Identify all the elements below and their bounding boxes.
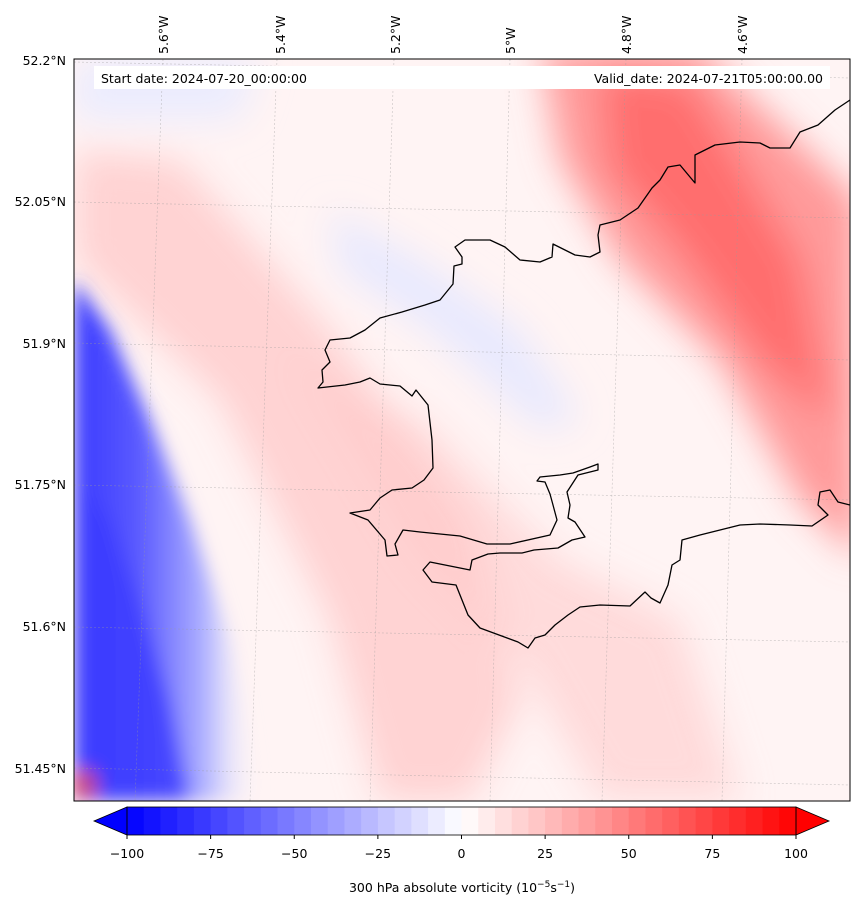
colorbar-cell (561, 807, 580, 835)
colorbar-extend-max (795, 806, 831, 836)
colorbar-tick-label: −100 (110, 846, 144, 861)
colorbar-cell (678, 807, 697, 835)
colorbar-cell (227, 807, 245, 835)
colorbar-tick-label: 50 (621, 846, 637, 861)
colorbar-tick-label: 75 (704, 846, 720, 861)
colorbar-cell (478, 807, 496, 835)
colorbar-cell (595, 807, 613, 835)
colorbar-cell (327, 807, 346, 835)
colorbar-tick-label: 100 (784, 846, 808, 861)
colorbar-tick-label: 25 (537, 846, 553, 861)
colorbar-cell (127, 807, 145, 835)
info-box: Start date: 2024-07-20_00:00:00 Valid_da… (94, 66, 830, 89)
colorbar-cell (628, 807, 647, 835)
lat-tick-label: 51.75°N (15, 477, 66, 492)
colorbar: −100 −75 −50 −25 0 25 50 75 100 300 hPa absolute… (92, 806, 831, 895)
colorbar-cell (712, 807, 730, 835)
lon-tick-label: 5.4°W (273, 16, 288, 55)
colorbar-cell (210, 807, 228, 835)
lat-tick-label: 51.9°N (23, 336, 66, 351)
colorbar-cell (729, 807, 747, 835)
colorbar-cell (762, 807, 780, 835)
lon-tick-label: 5.2°W (388, 16, 403, 55)
lon-tick-label: 5.6°W (156, 16, 171, 55)
lat-tick-labels: 52.2°N 52.05°N 51.9°N 51.75°N 51.6°N 51.… (15, 53, 66, 776)
colorbar-cell (260, 807, 279, 835)
lon-tick-label: 4.6°W (735, 16, 750, 55)
colorbar-cell (695, 807, 713, 835)
colorbar-cell (645, 807, 663, 835)
colorbar-cell (344, 807, 362, 835)
colorbar-tick-label: −50 (281, 846, 307, 861)
colorbar-cell (177, 807, 195, 835)
colorbar-cell (294, 807, 312, 835)
lat-tick-label: 52.2°N (23, 53, 66, 68)
colorbar-cell (528, 807, 546, 835)
colorbar-ticks: −100 −75 −50 −25 0 25 50 75 100 (110, 835, 808, 861)
colorbar-cell (160, 807, 178, 835)
colorbar-cell (428, 807, 446, 835)
lat-tick-label: 52.05°N (15, 194, 66, 209)
colorbar-cell (612, 807, 630, 835)
coastline (317, 99, 850, 649)
lon-tick-label: 5°W (503, 27, 518, 54)
lon-tick-labels: 5.6°W 5.4°W 5.2°W 5°W 4.8°W 4.6°W (156, 16, 750, 55)
colorbar-cell (310, 807, 329, 835)
colorbar-cell (394, 807, 412, 835)
colorbar-cell (193, 807, 212, 835)
colorbar-cell (444, 807, 463, 835)
colorbar-label: 300 hPa absolute vorticity (10−5s−1) (349, 880, 575, 895)
colorbar-cell (377, 807, 396, 835)
colorbar-tick-label: −25 (365, 846, 391, 861)
vorticity-field (74, 59, 850, 801)
lat-tick-label: 51.45°N (15, 761, 66, 776)
colorbar-cell (361, 807, 379, 835)
lon-tick-label: 4.8°W (619, 16, 634, 55)
colorbar-cells (127, 807, 797, 835)
colorbar-cell (277, 807, 295, 835)
colorbar-extend-min (92, 806, 128, 836)
colorbar-cell (244, 807, 262, 835)
colorbar-tick-label: 0 (458, 846, 466, 861)
colorbar-cell (494, 807, 513, 835)
map-frame (73, 58, 851, 802)
colorbar-tick-label: −75 (197, 846, 223, 861)
lat-tick-label: 51.6°N (23, 619, 66, 634)
colorbar-cell (578, 807, 596, 835)
colorbar-cell (411, 807, 429, 835)
colorbar-cell (745, 807, 764, 835)
colorbar-cell (779, 807, 797, 835)
start-date-label: Start date: 2024-07-20_00:00:00 (101, 71, 307, 86)
colorbar-cell (545, 807, 563, 835)
colorbar-cell (461, 807, 479, 835)
colorbar-cell (143, 807, 162, 835)
colorbar-cell (511, 807, 530, 835)
valid-date-label: Valid_date: 2024-07-21T05:00:00.00 (594, 71, 823, 86)
colorbar-cell (662, 807, 680, 835)
